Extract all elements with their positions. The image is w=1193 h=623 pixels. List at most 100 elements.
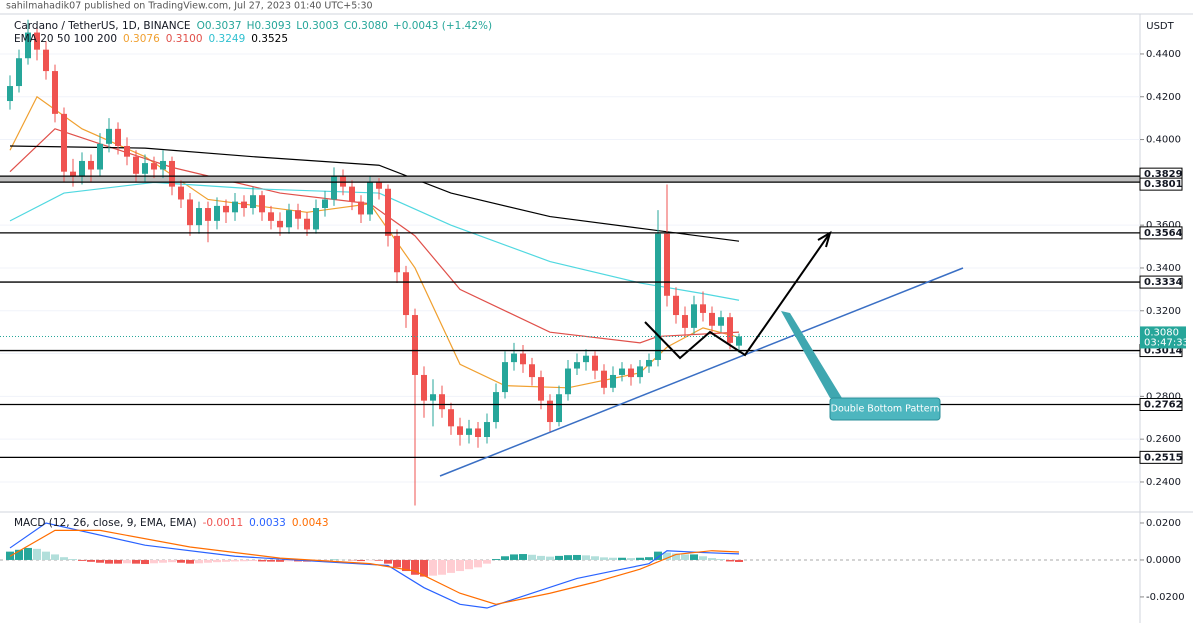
histogram-bar [96,559,104,563]
histogram-bar [375,559,383,561]
level-label: 0.2762 [1144,399,1183,410]
candle-body [664,233,670,296]
histogram-bar [438,559,446,575]
candle-body [43,49,49,72]
indicator-line [9,529,740,605]
histogram-bar [708,558,716,560]
indicator-line [9,181,740,301]
histogram-bar [393,559,401,568]
histogram-bar [726,559,734,562]
histogram-bar [222,559,230,562]
candle-body [376,182,382,189]
candle-body [214,205,220,221]
candle-body [7,86,13,102]
histogram-bar [609,557,617,560]
candle-body [295,210,301,219]
y-tick-label: 0.3400 [1146,263,1181,274]
y-tick-label: 0.4000 [1146,135,1181,146]
candle-body [25,32,31,59]
candle-body [520,353,526,365]
ema-title: EMA 20 50 100 200 [14,33,117,45]
histogram-bar [33,548,41,560]
candle-body [349,186,355,202]
histogram-bar [627,558,635,560]
level-label-box [1139,177,1183,191]
macd-title: MACD (12, 26, close, 9, EMA, EMA) [14,517,197,529]
double-bottom-path [644,232,831,360]
histogram-bar [186,559,194,564]
histogram-bar [636,557,644,560]
level-label: 0.3014 [1144,346,1183,357]
candle-body [484,422,490,438]
histogram-bar [69,559,77,560]
histogram-bar [249,559,257,562]
candle-body [259,195,265,213]
histogram-bar [78,559,86,561]
y-tick-label: 0.0000 [1146,555,1181,566]
histogram-bar [618,557,626,560]
histogram-bar [555,555,563,560]
level-label-box [1139,397,1183,411]
symbol: Cardano / TetherUS, 1D, BINANCE [14,20,191,32]
histogram-bar [276,559,284,562]
histogram-bar [150,559,158,564]
histogram-bar [492,559,500,560]
candle-body [538,377,544,401]
level-label: 0.3829 [1144,169,1183,180]
indicator-line [9,128,740,344]
histogram-bar [510,554,518,560]
indicator-line [9,145,740,242]
histogram-bar [654,551,662,560]
ema-value: 0.3076 [123,33,160,45]
histogram-bar [447,559,455,573]
level-label-box [1139,275,1183,289]
histogram-bar [60,557,68,560]
histogram-bar [267,559,275,562]
histogram-bar [546,556,554,560]
candle-body [412,315,418,375]
candle-body [529,364,535,378]
histogram-bar [429,559,437,576]
histogram-bar [168,559,176,563]
histogram-bar [15,549,23,560]
candle-body [628,368,634,378]
histogram-bar [51,554,59,560]
histogram-bar [258,559,266,562]
histogram-bar [141,559,149,565]
candle-body [133,156,139,174]
histogram-bar [231,559,239,562]
candle-body [61,113,67,172]
candle-body [421,374,427,401]
candle-body [34,32,40,50]
level-label-box [1139,226,1183,240]
histogram-bar [465,559,473,570]
candle-body [268,212,274,221]
histogram-bar [564,555,572,560]
histogram-bar [195,559,203,564]
ohlc-value: L0.3003 [296,20,339,32]
candle-body [448,409,454,427]
resistance-zone [0,176,1140,183]
candle-body [196,208,202,226]
histogram-bar [123,559,131,564]
price-countdown: 03:47:33 [1144,337,1189,348]
candle-body [592,355,598,371]
histogram-bar [600,557,608,560]
histogram-bar [321,559,329,561]
histogram-bar [24,547,32,560]
candle-body [151,163,157,170]
candle-body [574,362,580,369]
y-tick-label: 0.2800 [1146,391,1181,402]
candle-body [223,205,229,213]
level-label: 0.3334 [1144,277,1183,288]
last-price-box [1140,326,1186,349]
candle-body [709,312,715,326]
histogram-bar [483,559,491,564]
candle-body [727,317,733,343]
macd-legend: MACD (12, 26, close, 9, EMA, EMA) -0.0011… [14,517,329,529]
y-tick-label: 0.3600 [1146,220,1181,231]
indicator-line [9,522,740,609]
candle-body [205,208,211,221]
candle-body [547,400,553,423]
histogram-bar [411,559,419,575]
